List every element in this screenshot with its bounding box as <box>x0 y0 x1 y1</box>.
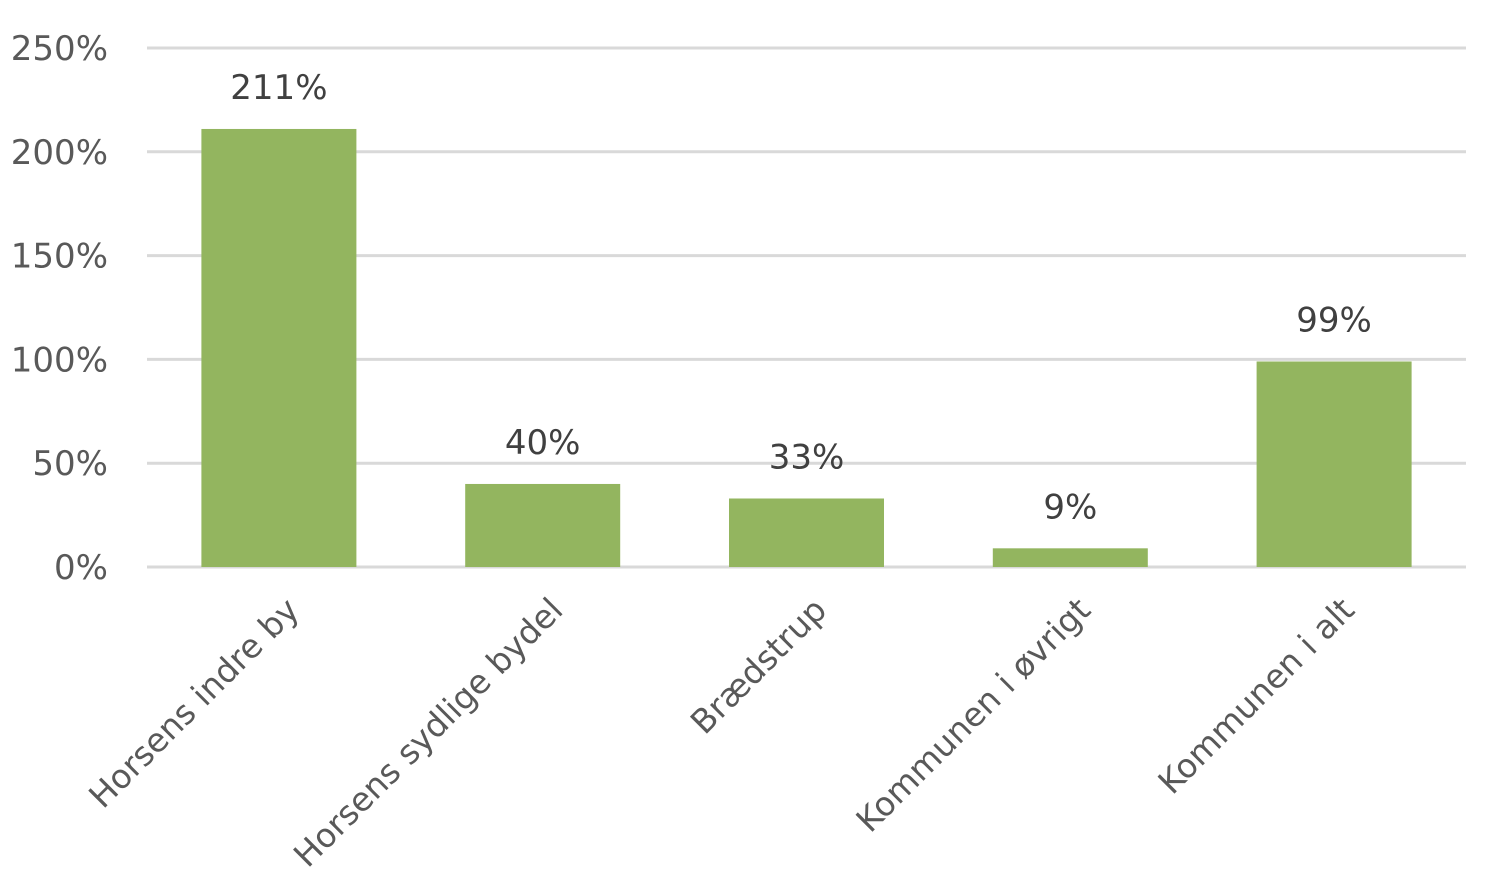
y-tick-label: 100% <box>11 340 108 380</box>
data-labels: 211% 40% 33% 9% 99% <box>230 68 1372 527</box>
y-tick-label: 0% <box>54 548 108 588</box>
y-tick-label: 150% <box>11 237 108 277</box>
x-tick-label: Horsens sydlige bydel <box>286 590 570 874</box>
bar <box>992 548 1148 567</box>
bars <box>201 128 1412 568</box>
x-tick-label: Kommunen i alt <box>1150 590 1361 801</box>
x-tick-label: Kommunen i øvrigt <box>848 590 1098 840</box>
y-axis-tick-labels: 0% 50% 100% 150% 200% 250% <box>11 29 108 588</box>
data-label: 33% <box>769 437 845 477</box>
data-label: 99% <box>1296 300 1372 340</box>
x-tick-label: Horsens indre by <box>81 590 306 815</box>
bar <box>729 498 884 567</box>
data-label: 9% <box>1043 487 1097 527</box>
data-label: 40% <box>505 423 581 463</box>
y-tick-label: 50% <box>32 444 108 484</box>
gridlines <box>147 46 1466 569</box>
y-tick-label: 200% <box>11 133 108 173</box>
y-tick-label: 250% <box>11 29 108 69</box>
bar <box>201 128 357 568</box>
bar <box>1256 361 1412 567</box>
x-tick-label: Brædstrup <box>683 590 834 741</box>
bar <box>465 483 621 567</box>
data-label: 211% <box>230 68 327 108</box>
